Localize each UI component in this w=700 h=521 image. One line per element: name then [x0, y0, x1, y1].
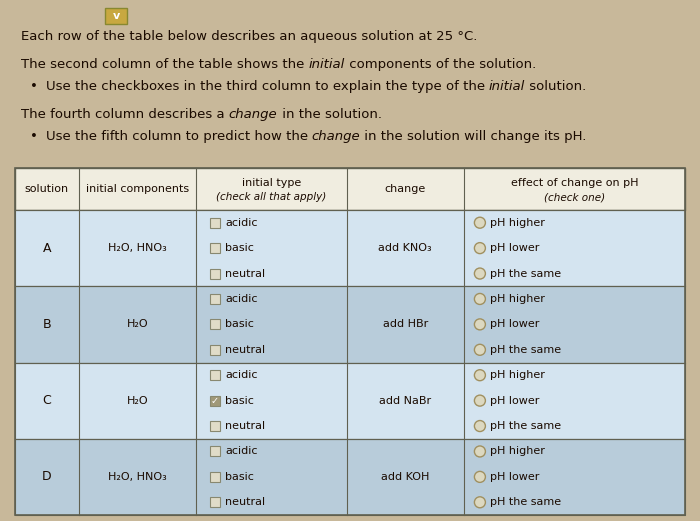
- Text: •: •: [31, 80, 38, 93]
- Text: change: change: [312, 130, 360, 143]
- Text: acidic: acidic: [225, 218, 258, 228]
- Text: initial: initial: [489, 80, 525, 93]
- Text: (check all that apply): (check all that apply): [216, 192, 326, 202]
- Text: acidic: acidic: [225, 446, 258, 456]
- Text: acidic: acidic: [225, 294, 258, 304]
- Bar: [105, 8, 127, 24]
- Text: pH the same: pH the same: [491, 497, 561, 507]
- Text: C: C: [43, 394, 51, 407]
- Text: pH the same: pH the same: [491, 268, 561, 279]
- Text: pH lower: pH lower: [491, 472, 540, 482]
- Text: pH the same: pH the same: [491, 421, 561, 431]
- Circle shape: [475, 395, 485, 406]
- Text: initial type: initial type: [241, 178, 301, 188]
- Text: pH higher: pH higher: [491, 218, 545, 228]
- Text: change: change: [229, 108, 277, 121]
- Bar: [210, 497, 220, 507]
- Text: solution.: solution.: [525, 80, 587, 93]
- Text: in the solution will change its pH.: in the solution will change its pH.: [360, 130, 587, 143]
- Text: •: •: [31, 130, 38, 143]
- Circle shape: [475, 370, 485, 381]
- Bar: [210, 370, 220, 380]
- Text: v: v: [113, 11, 120, 21]
- Bar: [210, 421, 220, 431]
- Circle shape: [475, 497, 485, 508]
- Text: B: B: [43, 318, 51, 331]
- Text: basic: basic: [225, 395, 254, 406]
- Circle shape: [475, 344, 485, 355]
- Bar: [15, 210, 685, 286]
- Bar: [15, 363, 685, 439]
- Bar: [210, 345, 220, 355]
- Text: pH lower: pH lower: [491, 243, 540, 253]
- Bar: [210, 268, 220, 279]
- Text: H₂O: H₂O: [127, 319, 148, 329]
- Text: Use the checkboxes in the third column to explain the type of the: Use the checkboxes in the third column t…: [46, 80, 489, 93]
- Text: pH the same: pH the same: [491, 345, 561, 355]
- Text: H₂O, HNO₃: H₂O, HNO₃: [108, 472, 167, 482]
- Circle shape: [475, 446, 485, 457]
- Bar: [15, 168, 685, 515]
- Bar: [210, 319, 220, 329]
- Text: Use the fifth column to predict how the: Use the fifth column to predict how the: [46, 130, 312, 143]
- Text: ✓: ✓: [211, 395, 219, 406]
- Text: pH lower: pH lower: [491, 395, 540, 406]
- Bar: [15, 286, 685, 363]
- Text: add KOH: add KOH: [381, 472, 430, 482]
- Text: solution: solution: [25, 184, 69, 194]
- Circle shape: [475, 243, 485, 254]
- Text: H₂O, HNO₃: H₂O, HNO₃: [108, 243, 167, 253]
- Text: Each row of the table below describes an aqueous solution at 25 °C.: Each row of the table below describes an…: [21, 30, 477, 43]
- Text: neutral: neutral: [225, 421, 265, 431]
- Text: add NaBr: add NaBr: [379, 395, 431, 406]
- Text: add HBr: add HBr: [383, 319, 428, 329]
- Text: add KNO₃: add KNO₃: [379, 243, 432, 253]
- Text: A: A: [43, 242, 51, 255]
- Text: neutral: neutral: [225, 268, 265, 279]
- Text: in the solution.: in the solution.: [277, 108, 382, 121]
- Text: acidic: acidic: [225, 370, 258, 380]
- Text: change: change: [385, 184, 426, 194]
- Text: The fourth column describes a: The fourth column describes a: [21, 108, 229, 121]
- Circle shape: [475, 217, 485, 228]
- Text: neutral: neutral: [225, 345, 265, 355]
- Bar: [15, 439, 685, 515]
- Bar: [210, 446, 220, 456]
- Text: (check one): (check one): [544, 192, 605, 202]
- Text: effect of change on pH: effect of change on pH: [511, 178, 638, 188]
- Text: pH higher: pH higher: [491, 294, 545, 304]
- Text: components of the solution.: components of the solution.: [345, 58, 536, 71]
- Bar: [210, 218, 220, 228]
- Text: The second column of the table shows the: The second column of the table shows the: [21, 58, 309, 71]
- Text: pH higher: pH higher: [491, 446, 545, 456]
- Text: D: D: [42, 470, 52, 483]
- Text: basic: basic: [225, 243, 254, 253]
- Text: H₂O: H₂O: [127, 395, 148, 406]
- Text: neutral: neutral: [225, 497, 265, 507]
- Text: pH lower: pH lower: [491, 319, 540, 329]
- Circle shape: [475, 293, 485, 304]
- Circle shape: [475, 472, 485, 482]
- Circle shape: [475, 319, 485, 330]
- Text: initial: initial: [309, 58, 345, 71]
- Text: initial components: initial components: [85, 184, 189, 194]
- Text: basic: basic: [225, 472, 254, 482]
- Text: basic: basic: [225, 319, 254, 329]
- Bar: [210, 395, 220, 406]
- Circle shape: [475, 268, 485, 279]
- Bar: [210, 472, 220, 482]
- Circle shape: [475, 420, 485, 431]
- Bar: [15, 168, 685, 210]
- Bar: [210, 243, 220, 253]
- Text: pH higher: pH higher: [491, 370, 545, 380]
- Bar: [210, 294, 220, 304]
